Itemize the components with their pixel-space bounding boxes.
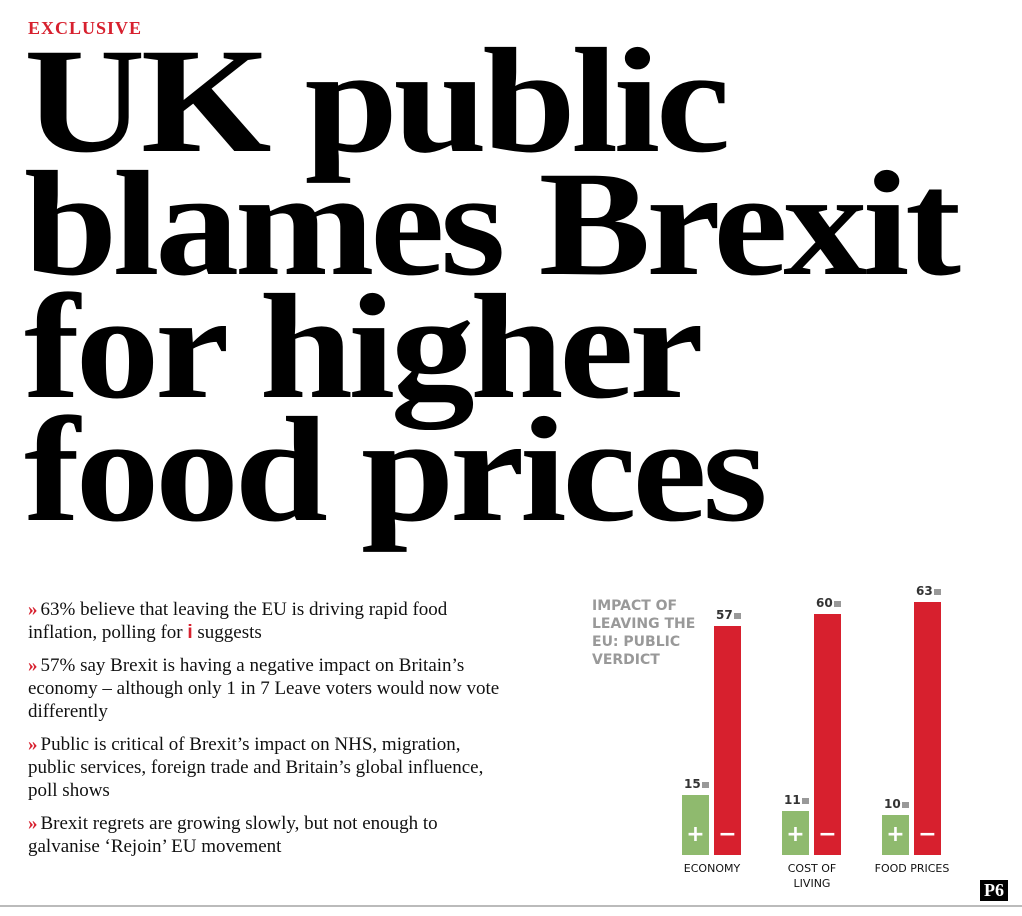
bar: −	[814, 613, 841, 855]
bullet-marker: »	[28, 734, 38, 755]
bar: −	[914, 601, 941, 855]
bar: +	[782, 810, 809, 855]
category-label: ECONOMY	[683, 862, 741, 875]
value-icon	[733, 612, 741, 619]
value-icon	[801, 797, 809, 804]
value-label: 10	[884, 797, 909, 811]
bullet: » Public is critical of Brexit’s impact o…	[28, 733, 508, 802]
bullet-text: suggests	[197, 622, 262, 643]
bullet-marker: »	[28, 655, 38, 676]
page-label: P6	[980, 880, 1008, 901]
bullet-text: Public is critical of Brexit’s impact on…	[28, 734, 484, 801]
bullet-list: » 63% believe that leaving the EU is driv…	[28, 598, 508, 868]
bar: +	[682, 794, 709, 855]
value-text: 60	[816, 595, 833, 610]
value-label: 60	[816, 596, 841, 610]
headline-line: blames Brexit	[24, 141, 961, 307]
bar: −	[714, 625, 741, 855]
bullet: » 63% believe that leaving the EU is driv…	[28, 598, 508, 644]
bullet-marker: »	[28, 813, 38, 834]
series-sign: −	[918, 821, 937, 847]
bullet-text: Brexit regrets are growing slowly, but n…	[28, 813, 438, 857]
series-sign: +	[886, 821, 905, 847]
series-sign: +	[786, 821, 805, 847]
kicker: EXCLUSIVE	[28, 18, 143, 38]
value-label: 11	[784, 793, 809, 807]
headline-line: food prices	[24, 387, 768, 553]
value-text: 10	[884, 796, 901, 811]
headline: UK public blames Brexit for higher food pri…	[24, 26, 961, 545]
value-label: 15	[684, 777, 709, 791]
bottom-rule	[0, 905, 1022, 907]
value-label: 57	[716, 608, 741, 622]
series-sign: −	[818, 821, 837, 847]
chart-title: IMPACT OF LEAVING THE EU: PUBLIC VERDICT	[592, 598, 696, 668]
series-sign: +	[686, 821, 705, 847]
category-label: FOOD PRICES	[874, 862, 950, 875]
value-icon	[933, 588, 941, 595]
bullet-text: 57% say Brexit is having a negative impa…	[28, 655, 500, 722]
bullet: » Brexit regrets are growing slowly, but …	[28, 812, 508, 858]
value-icon	[701, 781, 709, 788]
series-sign: −	[718, 821, 737, 847]
bullet-marker: »	[28, 599, 38, 620]
bullet-text: 63% believe that leaving the EU is drivi…	[28, 599, 448, 643]
headline-line: UK public	[24, 18, 730, 184]
logo: i	[187, 622, 193, 643]
value-text: 57	[716, 607, 733, 622]
headline-line: for higher	[24, 264, 704, 430]
value-label: 63	[916, 584, 941, 598]
value-icon	[833, 600, 841, 607]
value-text: 63	[916, 583, 933, 598]
value-text: 11	[784, 792, 801, 807]
value-icon	[901, 801, 909, 808]
bar: +	[882, 814, 909, 855]
value-text: 15	[684, 776, 701, 791]
category-label: COST OF LIVING	[787, 862, 837, 890]
bullet: » 57% say Brexit is having a negative imp…	[28, 654, 508, 723]
